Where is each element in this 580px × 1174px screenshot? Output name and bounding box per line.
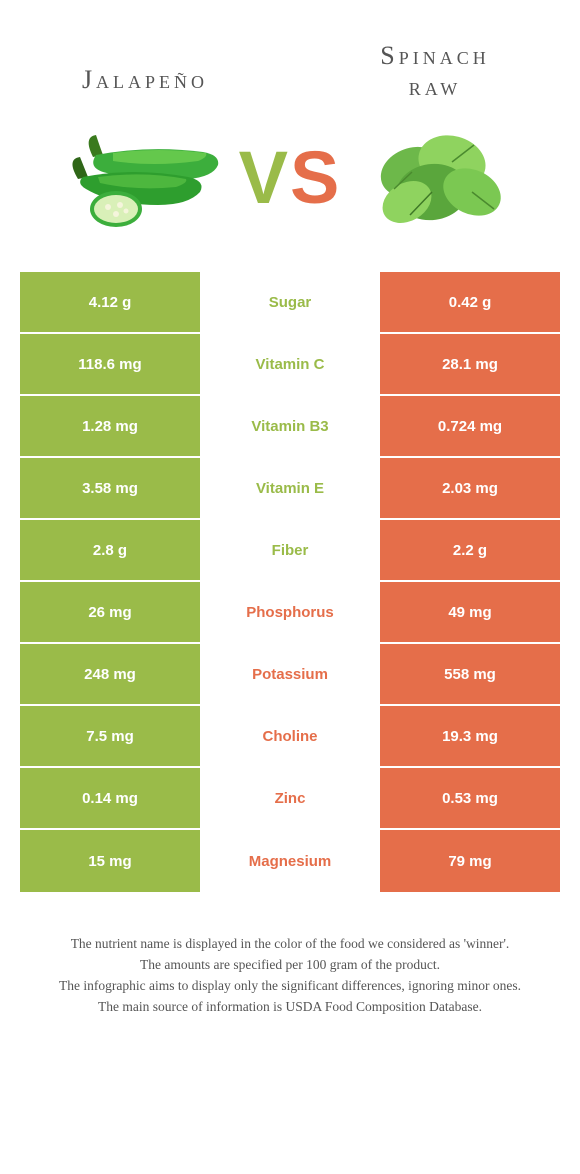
right-value: 558 mg xyxy=(380,644,560,704)
vs-s: S xyxy=(290,136,341,219)
left-value: 26 mg xyxy=(20,582,200,642)
right-value: 19.3 mg xyxy=(380,706,560,766)
table-row: 4.12 gSugar0.42 g xyxy=(20,272,560,334)
left-value: 7.5 mg xyxy=(20,706,200,766)
footnote-line: The infographic aims to display only the… xyxy=(30,976,550,997)
right-value: 2.2 g xyxy=(380,520,560,580)
left-value: 3.58 mg xyxy=(20,458,200,518)
nutrient-label: Potassium xyxy=(200,644,380,704)
nutrient-label: Sugar xyxy=(200,272,380,332)
nutrient-label: Magnesium xyxy=(200,830,380,892)
right-value: 0.724 mg xyxy=(380,396,560,456)
right-value: 0.53 mg xyxy=(380,768,560,828)
table-row: 7.5 mgCholine19.3 mg xyxy=(20,706,560,768)
right-value: 28.1 mg xyxy=(380,334,560,394)
nutrient-label: Vitamin B3 xyxy=(200,396,380,456)
footnote-line: The amounts are specified per 100 gram o… xyxy=(30,955,550,976)
table-row: 0.14 mgZinc0.53 mg xyxy=(20,768,560,830)
spinach-image xyxy=(347,112,527,242)
nutrient-label: Zinc xyxy=(200,768,380,828)
footnote-line: The main source of information is USDA F… xyxy=(30,997,550,1018)
left-value: 0.14 mg xyxy=(20,768,200,828)
nutrient-label: Fiber xyxy=(200,520,380,580)
jalapeno-image xyxy=(53,112,233,242)
nutrient-label: Phosphorus xyxy=(200,582,380,642)
nutrient-label: Vitamin C xyxy=(200,334,380,394)
table-row: 248 mgPotassium558 mg xyxy=(20,644,560,706)
header: Jalapeño Spinach raw xyxy=(0,0,580,102)
table-row: 118.6 mgVitamin C28.1 mg xyxy=(20,334,560,396)
left-value: 15 mg xyxy=(20,830,200,892)
right-food-title-1: Spinach xyxy=(290,40,580,71)
vs-label: VS xyxy=(233,135,348,220)
header-right: Spinach raw xyxy=(290,40,580,102)
left-value: 118.6 mg xyxy=(20,334,200,394)
left-value: 248 mg xyxy=(20,644,200,704)
nutrient-label: Vitamin E xyxy=(200,458,380,518)
right-value: 2.03 mg xyxy=(380,458,560,518)
left-value: 4.12 g xyxy=(20,272,200,332)
left-value: 2.8 g xyxy=(20,520,200,580)
left-food-title: Jalapeño xyxy=(0,64,290,95)
comparison-table: 4.12 gSugar0.42 g118.6 mgVitamin C28.1 m… xyxy=(20,272,560,892)
right-value: 49 mg xyxy=(380,582,560,642)
right-value: 0.42 g xyxy=(380,272,560,332)
table-row: 26 mgPhosphorus49 mg xyxy=(20,582,560,644)
left-value: 1.28 mg xyxy=(20,396,200,456)
right-value: 79 mg xyxy=(380,830,560,892)
nutrient-label: Choline xyxy=(200,706,380,766)
vs-row: VS xyxy=(0,102,580,272)
right-food-title-2: raw xyxy=(290,71,580,102)
header-left: Jalapeño xyxy=(0,40,290,95)
table-row: 1.28 mgVitamin B30.724 mg xyxy=(20,396,560,458)
vs-v: V xyxy=(239,136,290,219)
footnote-line: The nutrient name is displayed in the co… xyxy=(30,934,550,955)
table-row: 3.58 mgVitamin E2.03 mg xyxy=(20,458,560,520)
footnotes: The nutrient name is displayed in the co… xyxy=(30,934,550,1018)
table-row: 2.8 gFiber2.2 g xyxy=(20,520,560,582)
table-row: 15 mgMagnesium79 mg xyxy=(20,830,560,892)
